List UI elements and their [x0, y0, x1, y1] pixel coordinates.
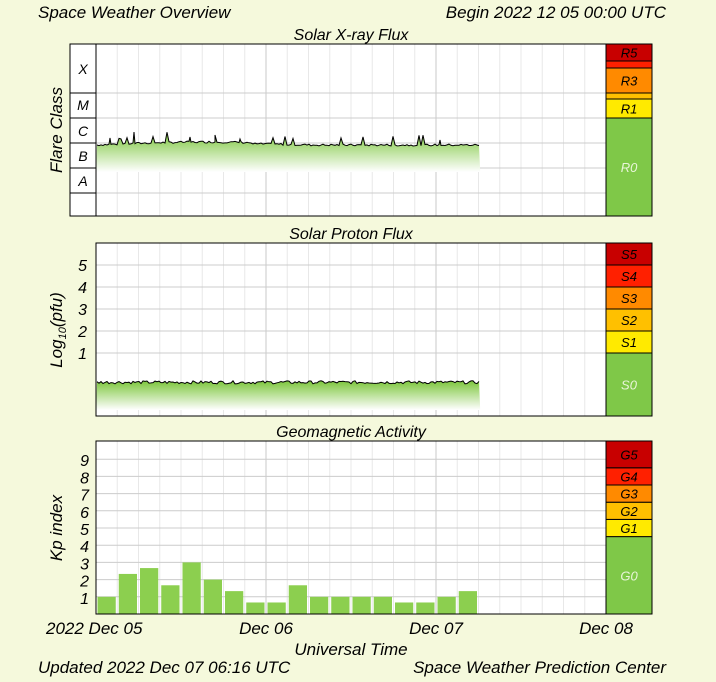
xray-scale-cell	[605, 67, 653, 94]
proton-scale-label-s5: S5	[621, 247, 638, 262]
kp-bar	[182, 562, 201, 614]
xray-flux-line	[96, 131, 480, 147]
kp-scale-label-g0: G0	[620, 568, 638, 583]
flare-class-label-a: A	[77, 173, 87, 189]
flare-class-label-b: B	[78, 148, 87, 164]
kp-bar	[246, 602, 265, 614]
proton-scale-label-s0: S0	[621, 378, 638, 393]
xaxis-tick-0: 2022 Dec 05	[45, 619, 143, 638]
proton-scale-label-s4: S4	[621, 269, 637, 284]
kp-scale-cell	[605, 440, 653, 469]
updated-time: Updated 2022 Dec 07 06:16 UTC	[38, 658, 291, 677]
flare-class-label-m: M	[77, 97, 89, 113]
proton-title: Solar Proton Flux	[289, 226, 414, 243]
kp-ytick-7: 7	[80, 488, 90, 505]
proton-ylabel: Log10(pfu)	[47, 292, 69, 368]
kp-bar	[395, 602, 414, 614]
kp-ytick-2: 2	[79, 574, 89, 591]
proton-ytick-1: 1	[78, 346, 87, 363]
source-name: Space Weather Prediction Center	[413, 658, 666, 677]
kp-bar	[267, 602, 286, 614]
flare-class-column	[69, 43, 97, 217]
xray-scale-label-r1: R1	[621, 102, 638, 117]
kp-bar	[140, 568, 159, 614]
proton-scale-label-s3: S3	[621, 291, 638, 306]
proton-flux-line	[96, 380, 480, 385]
proton-ytick-4: 4	[78, 280, 87, 297]
kp-bar	[458, 591, 477, 614]
kp-bar	[331, 596, 350, 614]
xaxis-tick-1: Dec 06	[239, 619, 293, 638]
kp-scale-label-g2: G2	[620, 504, 638, 519]
kp-ytick-6: 6	[80, 505, 89, 522]
xray-scale-label-r3: R3	[621, 74, 638, 89]
kp-bar	[310, 596, 329, 614]
xaxis-label: Universal Time	[294, 640, 407, 659]
kp-bar	[352, 596, 371, 614]
xray-frame	[95, 43, 607, 217]
proton-ytick-2: 2	[77, 324, 87, 341]
proton-scale-label-s2: S2	[621, 313, 638, 328]
proton-ytick-3: 3	[78, 302, 87, 319]
page-title: Space Weather Overview	[38, 3, 231, 22]
begin-time: Begin 2022 12 05 00:00 UTC	[445, 3, 666, 22]
kp-scale-label-g5: G5	[620, 447, 638, 462]
kp-ytick-1: 1	[80, 591, 89, 608]
kp-ytick-4: 4	[80, 539, 89, 556]
kp-ytick-9: 9	[80, 453, 89, 470]
kp-bar	[203, 579, 222, 614]
kp-ytick-8: 8	[80, 470, 89, 487]
kp-frame	[95, 440, 607, 615]
kp-bar	[97, 596, 116, 614]
kp-bar	[416, 602, 435, 614]
kp-bar	[161, 585, 180, 614]
xray-scale-label-r0: R0	[621, 160, 638, 175]
xray-scale-label-r5: R5	[621, 46, 638, 61]
kp-ytick-3: 3	[80, 556, 89, 573]
xray-scale-cell	[605, 92, 653, 100]
xaxis-tick-2: Dec 07	[409, 619, 463, 638]
kp-bar	[118, 573, 137, 614]
kp-title: Geomagnetic Activity	[276, 424, 427, 441]
xray-title: Solar X-ray Flux	[294, 27, 410, 44]
kp-scale-label-g1: G1	[620, 521, 637, 536]
xray-ylabel: Flare Class	[47, 87, 66, 173]
kp-ylabel: Kp index	[47, 494, 66, 561]
kp-scale-label-g4: G4	[620, 469, 637, 484]
kp-bar	[225, 591, 244, 614]
proton-flux-area	[96, 380, 481, 410]
proton-ytick-5: 5	[78, 258, 87, 275]
xaxis-tick-3: Dec 08	[579, 619, 633, 638]
flare-class-label-x: X	[77, 61, 88, 77]
kp-bar	[288, 585, 307, 614]
proton-scale-label-s1: S1	[621, 335, 637, 350]
xray-scale-cell	[605, 60, 653, 69]
kp-ytick-5: 5	[80, 522, 89, 539]
proton-frame	[95, 242, 607, 417]
kp-scale-cell	[605, 536, 653, 615]
kp-bar	[373, 596, 392, 614]
flare-class-label-c: C	[78, 123, 89, 139]
kp-bar	[437, 596, 456, 614]
kp-scale-label-g3: G3	[620, 487, 638, 502]
xray-scale-cell	[605, 117, 653, 217]
